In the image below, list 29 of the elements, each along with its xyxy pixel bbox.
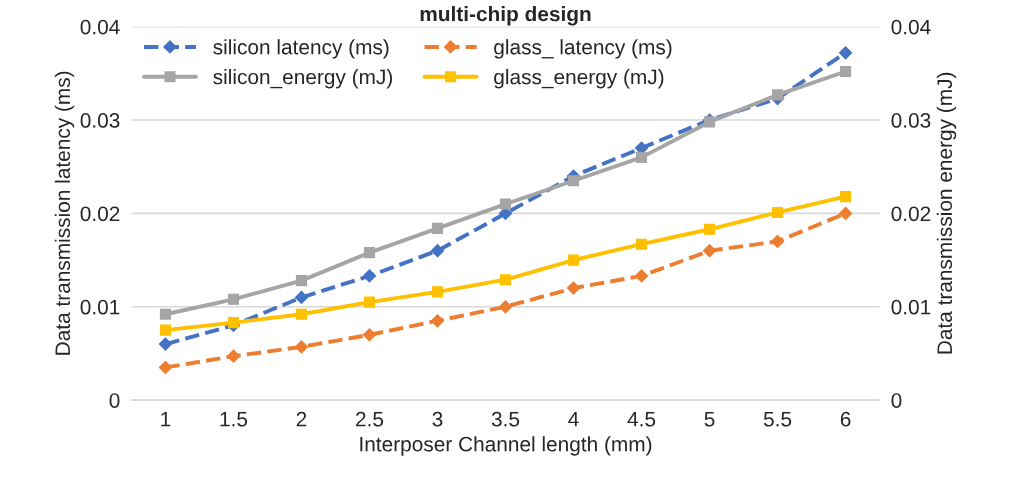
legend-label: glass_ latency (ms) (494, 39, 672, 59)
x-axis-title: Interposer Channel length (mm) (360, 436, 652, 456)
x-tick-label: 1 (161, 412, 171, 427)
x-tick-label: 5.5 (763, 412, 792, 427)
chart-title: multi-chip design (420, 6, 591, 26)
x-tick-label: 2 (296, 411, 307, 427)
y-tick-label: 0.02 (80, 206, 120, 222)
y2-tick-label: 0.02 (891, 206, 931, 222)
y2-tick-label: 0.04 (891, 19, 931, 35)
y-tick-label: 0 (109, 393, 120, 408)
legend-label: silicon latency (ms) (213, 39, 389, 59)
y2-tick-label: 0.03 (891, 113, 931, 128)
x-tick-label: 1.5 (220, 412, 248, 427)
y-tick-label: 0.03 (80, 113, 120, 128)
x-tick-label: 2.5 (356, 411, 384, 427)
legend-label: glass_energy (mJ) (494, 69, 664, 89)
y2-axis-title: Data transmission energy (mJ) (936, 72, 957, 354)
x-tick-label: 3.5 (491, 411, 520, 427)
y2-tick-label: 0 (891, 393, 902, 408)
y-tick-label: 0.04 (80, 19, 120, 35)
y2-tick-label: 0.01 (891, 299, 931, 315)
legend-label: silicon_energy (mJ) (213, 69, 392, 89)
x-tick-label: 4 (568, 412, 579, 427)
y-axis-title: Data transmission latency (ms) (54, 71, 75, 355)
x-tick-label: 5 (704, 412, 715, 427)
x-tick-label: 3 (432, 411, 443, 427)
x-tick-label: 4.5 (627, 412, 656, 427)
x-tick-label: 6 (840, 411, 851, 427)
y-tick-label: 0.01 (80, 299, 120, 315)
